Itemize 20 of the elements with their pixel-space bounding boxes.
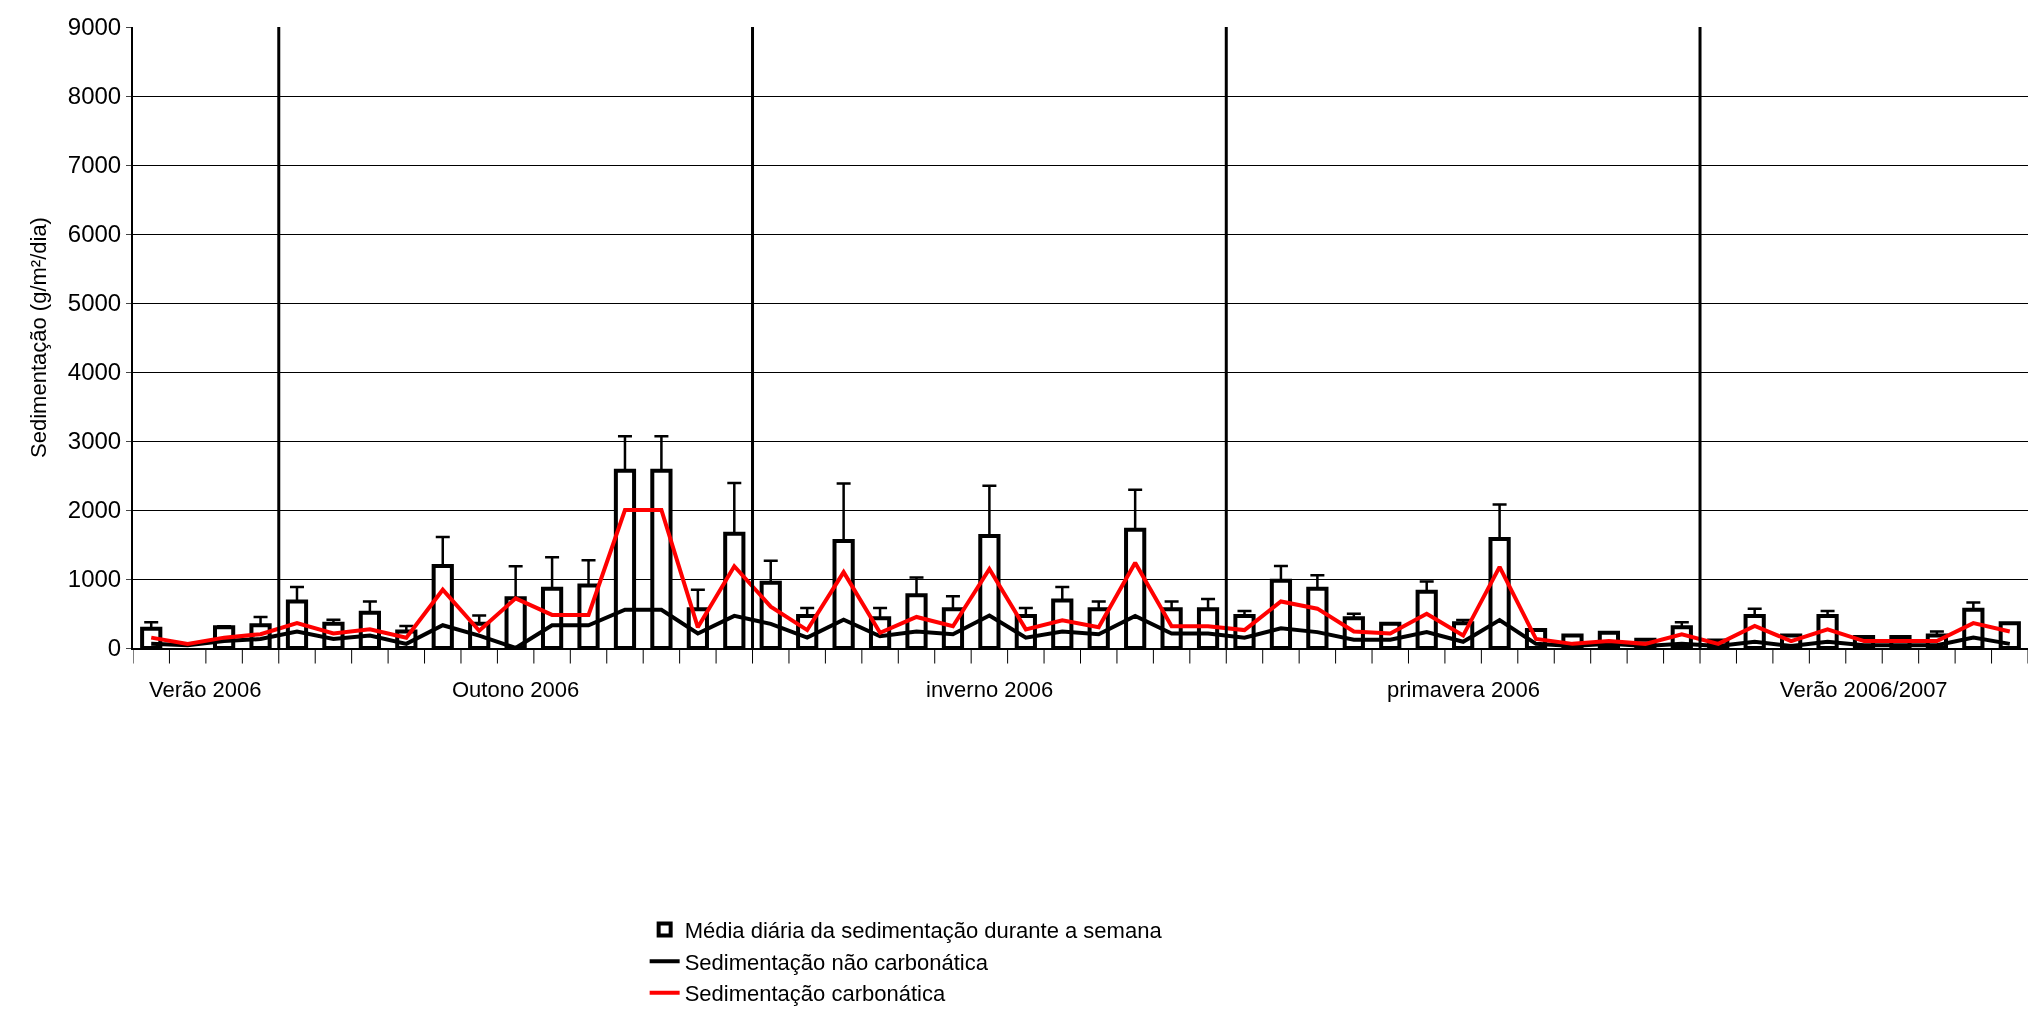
- legend-label: Sedimentação não carbonática: [684, 949, 989, 975]
- text: Verão 2006/2007: [1780, 677, 1948, 702]
- text: Verão 2006: [149, 677, 262, 702]
- y-tick-label: 7000: [67, 151, 122, 179]
- y-tick-label: 3000: [67, 427, 122, 455]
- y-tick-label: 5000: [67, 289, 122, 317]
- line-series: [149, 508, 2012, 646]
- text: inverno 2006: [926, 677, 1054, 702]
- y-tick-label: 0: [107, 634, 122, 662]
- text: primavera 2006: [1387, 677, 1540, 702]
- y-tick-label: 4000: [67, 358, 122, 386]
- y-tick-label: 6000: [67, 220, 122, 248]
- legend-label: Média diária da sedimentação durante a semana: [684, 918, 1163, 944]
- y-axis-title: Sedimentação (g/m²/dia): [26, 217, 52, 458]
- y-tick-label: 2000: [67, 496, 122, 524]
- text: Outono 2006: [452, 677, 580, 702]
- y-tick-label: 9000: [67, 13, 122, 41]
- y-tick-label: 8000: [67, 82, 122, 110]
- legend-label: Sedimentação carbonática: [684, 981, 946, 1007]
- y-tick-label: 1000: [67, 565, 122, 593]
